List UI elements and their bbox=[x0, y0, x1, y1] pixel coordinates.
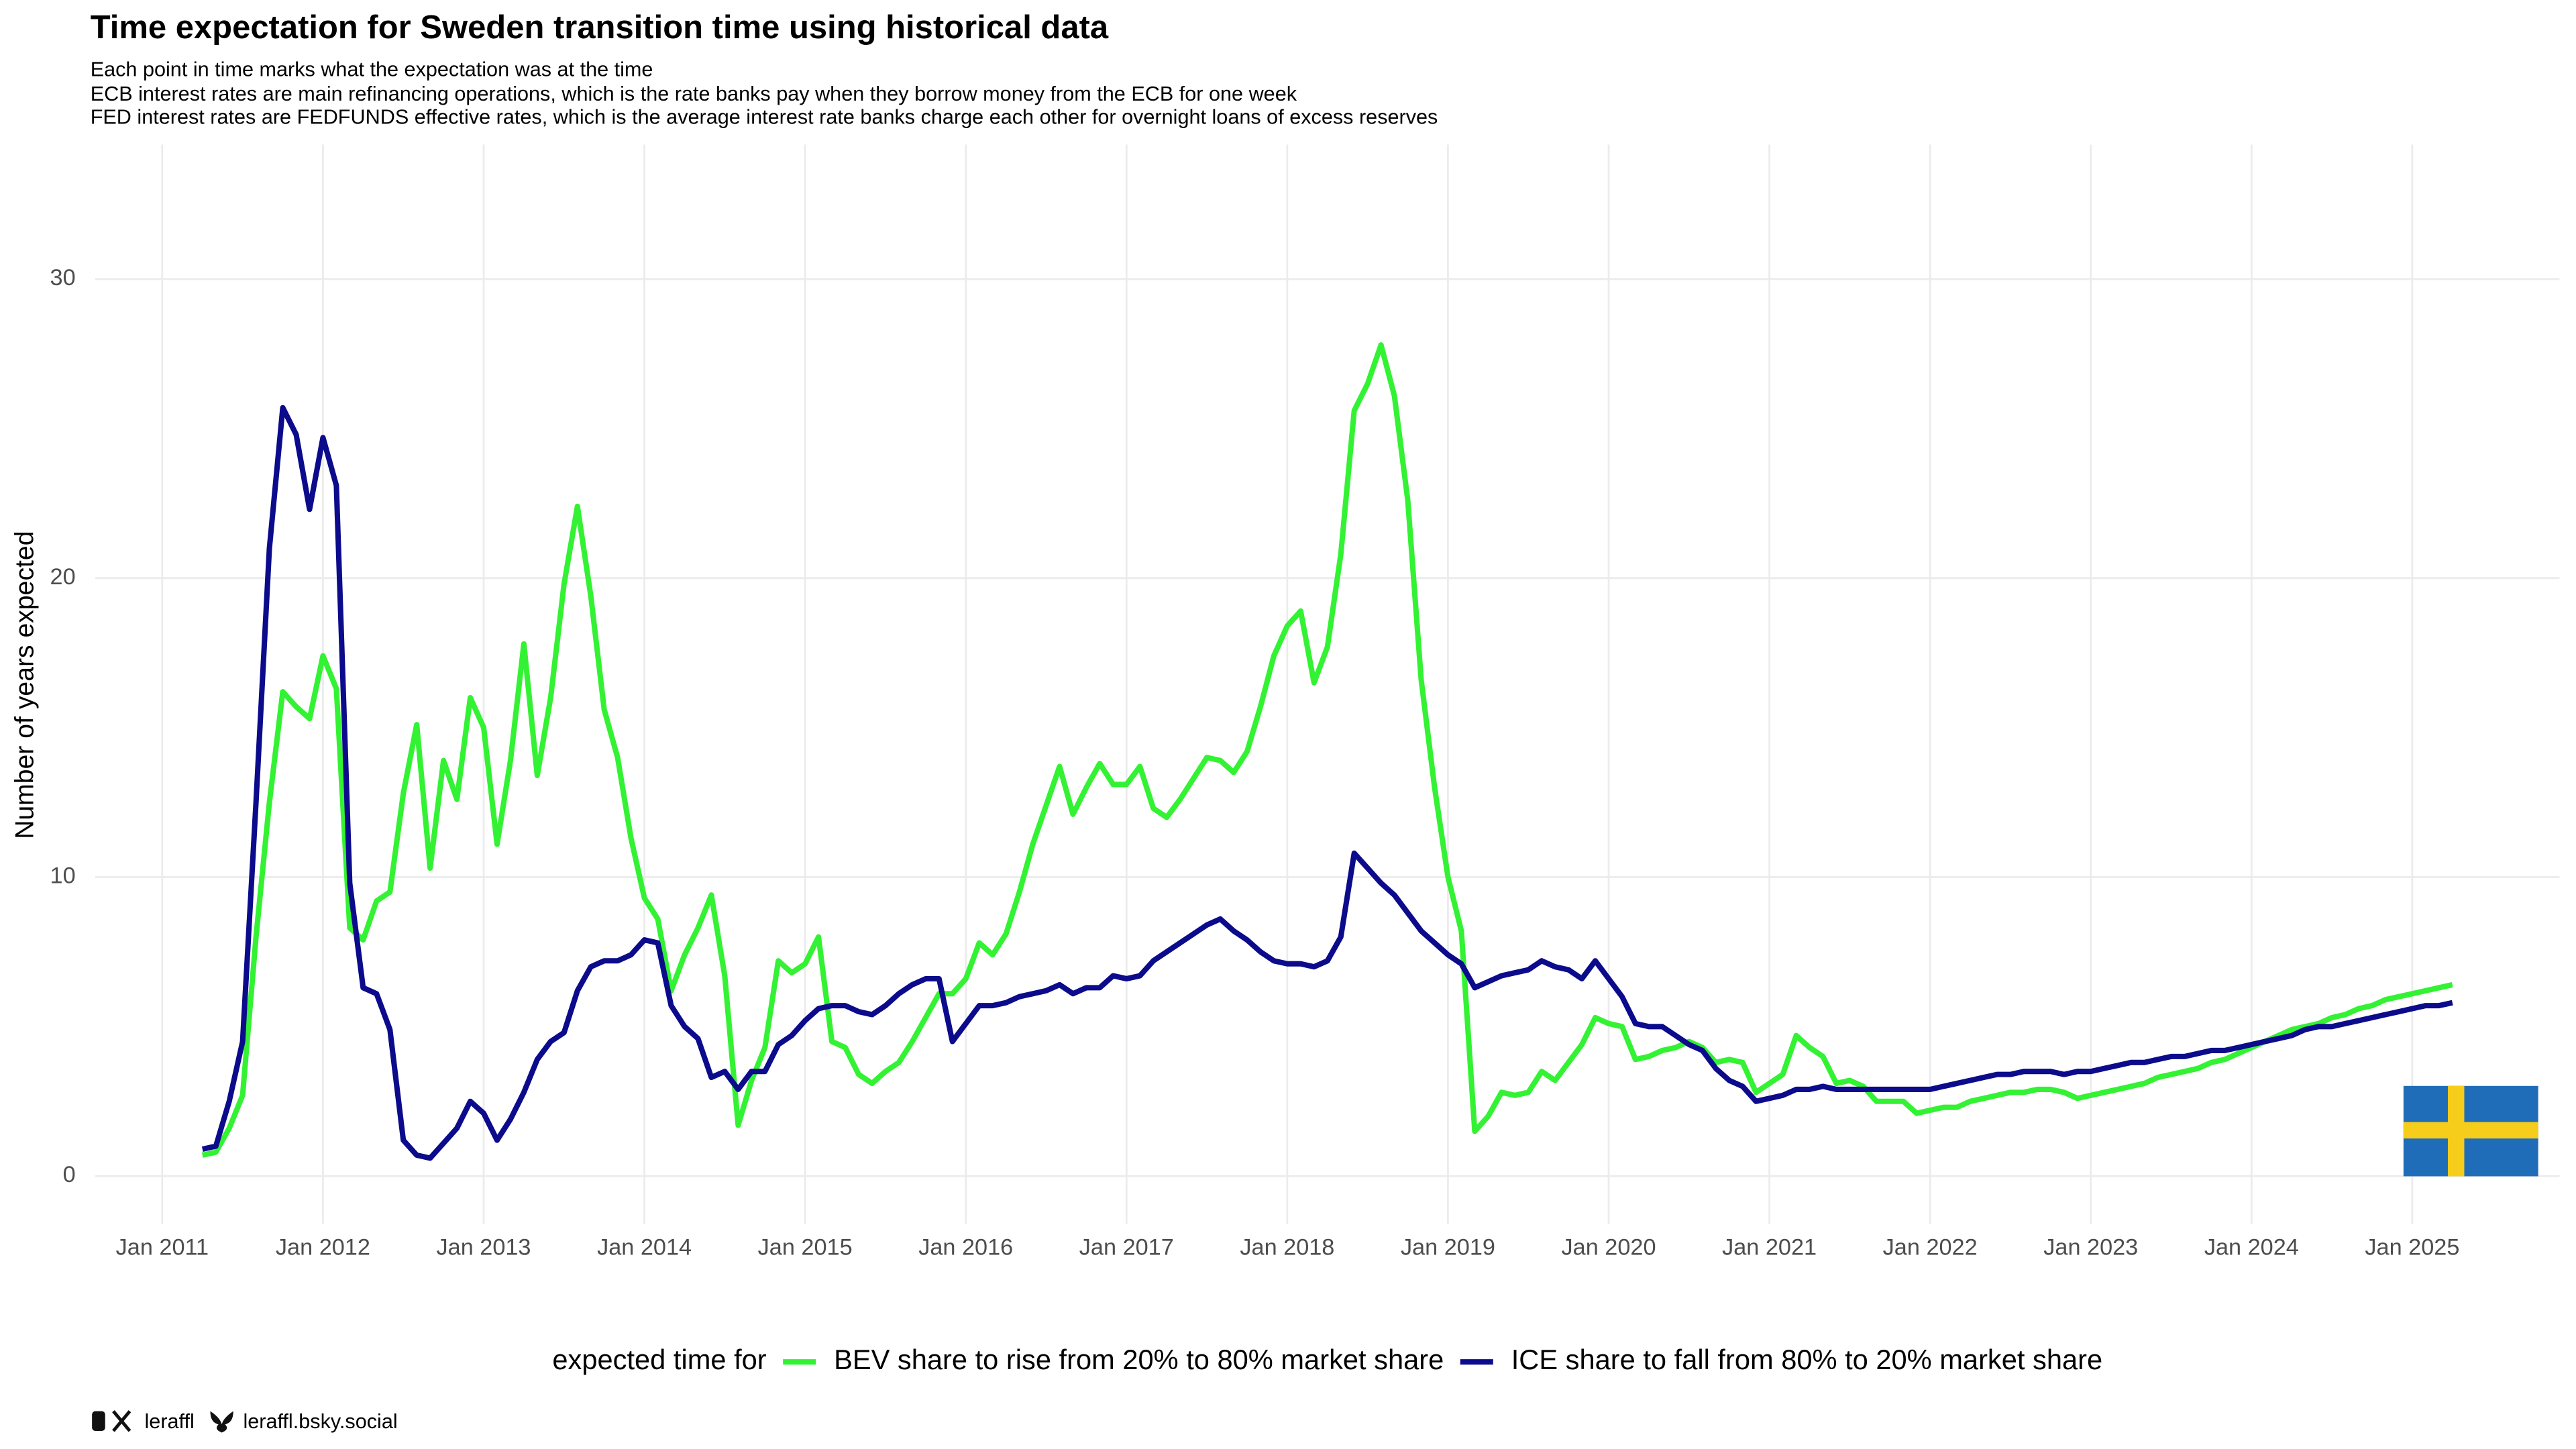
lines bbox=[201, 342, 2453, 1161]
chart-title: Time expectation for Sweden transition t… bbox=[91, 9, 1109, 46]
x-tick-label: Jan 2018 bbox=[1240, 1234, 1334, 1260]
footer: leraffl leraffl.bsky.social bbox=[92, 1410, 398, 1433]
x-tick-label: Jan 2012 bbox=[276, 1234, 370, 1260]
sweden-flag bbox=[2403, 1085, 2538, 1177]
x-tick-label: Jan 2014 bbox=[597, 1234, 692, 1260]
legend-label: BEV share to rise from 20% to 80% market… bbox=[834, 1344, 1444, 1375]
x-tick-label: Jan 2013 bbox=[437, 1234, 531, 1260]
x-tick-label: Jan 2023 bbox=[2043, 1234, 2138, 1260]
subtitle: FED interest rates are FEDFUNDS effectiv… bbox=[91, 105, 1438, 128]
icon bbox=[210, 1411, 233, 1433]
icon bbox=[92, 1411, 105, 1432]
legend: expected time for BEV share to rise from … bbox=[552, 1344, 2102, 1375]
y-axis-label: Number of years expected bbox=[11, 531, 40, 839]
x-tick-label: Jan 2017 bbox=[1079, 1234, 1174, 1260]
subtitle: ECB interest rates are main refinancing … bbox=[91, 83, 1297, 105]
x-tick-label: Jan 2019 bbox=[1401, 1234, 1495, 1260]
subtitle: Each point in time marks what the expect… bbox=[91, 58, 653, 80]
y-tick-label: 0 bbox=[63, 1162, 76, 1187]
flag-cross bbox=[2403, 1122, 2538, 1139]
x-tick-label: Jan 2015 bbox=[758, 1234, 853, 1260]
x-tick-label: Jan 2011 bbox=[116, 1234, 209, 1260]
grid bbox=[95, 144, 2560, 1224]
series-line bbox=[201, 405, 2453, 1161]
x-tick-label: Jan 2016 bbox=[918, 1234, 1013, 1260]
legend-label: ICE share to fall from 80% to 20% market… bbox=[1511, 1344, 2102, 1375]
x-tick-label: Jan 2020 bbox=[1562, 1234, 1656, 1260]
x-tick-label: Jan 2024 bbox=[2204, 1234, 2299, 1260]
y-tick-label: 20 bbox=[50, 564, 76, 590]
icon bbox=[112, 1410, 131, 1432]
footer-text: leraffl bbox=[145, 1410, 195, 1433]
y-tick-label: 30 bbox=[50, 265, 76, 290]
x-tick-label: Jan 2022 bbox=[1883, 1234, 1978, 1260]
x-tick-label: Jan 2025 bbox=[2365, 1234, 2459, 1260]
x-tick-label: Jan 2021 bbox=[1722, 1234, 1817, 1260]
footer-text: leraffl.bsky.social bbox=[243, 1410, 397, 1433]
series-line bbox=[201, 342, 2453, 1158]
legend-title: expected time for bbox=[552, 1344, 766, 1375]
y-tick-label: 10 bbox=[50, 863, 76, 889]
